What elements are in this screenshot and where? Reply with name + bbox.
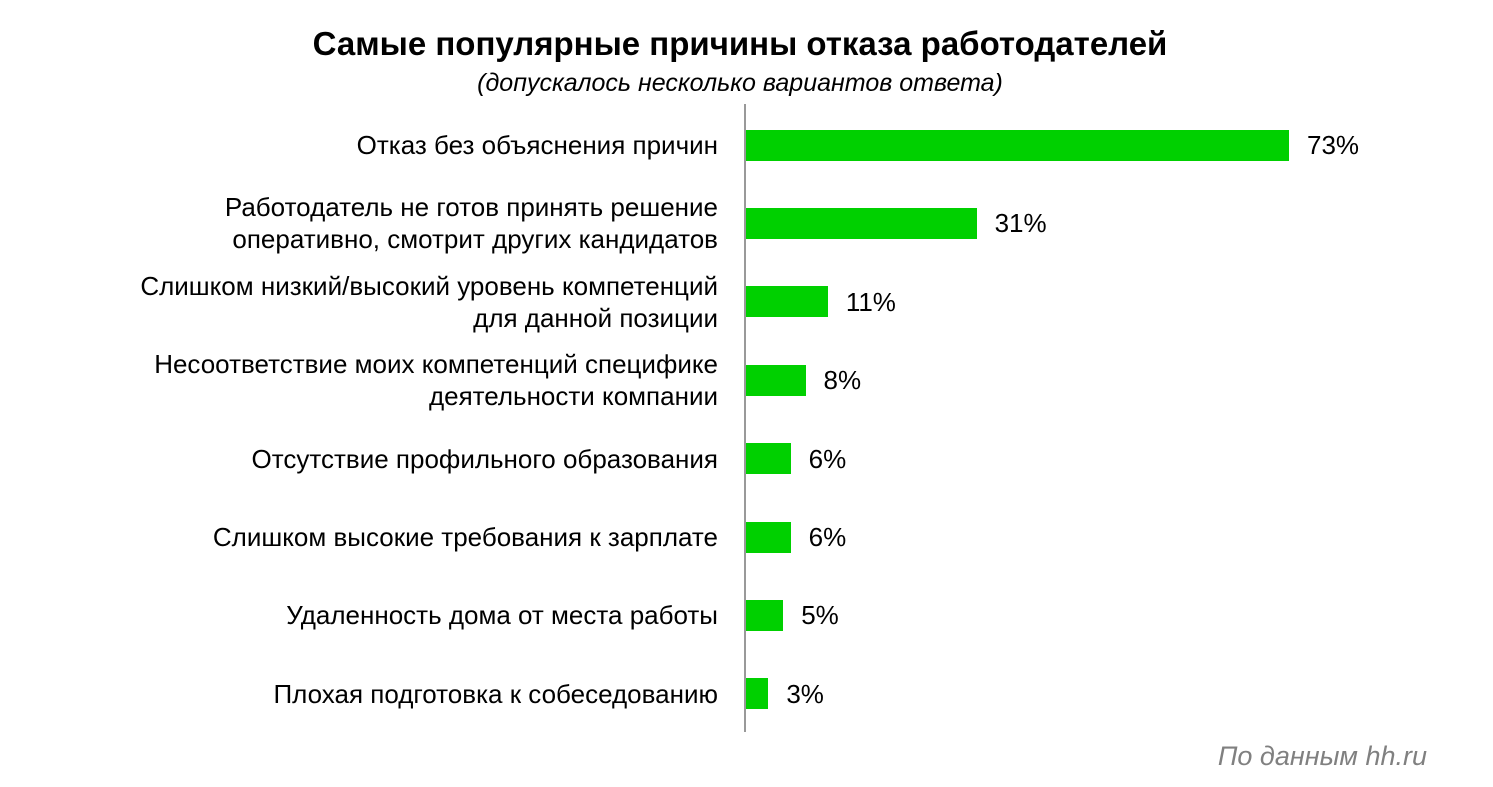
bar bbox=[746, 286, 828, 318]
category-label: Слишком низкий/высокий уровень компетенц… bbox=[140, 270, 718, 333]
category-axis-line bbox=[744, 104, 746, 732]
bar bbox=[746, 599, 784, 631]
value-label: 31% bbox=[994, 208, 1047, 239]
category-label: Плохая подготовка к собеседованию bbox=[273, 678, 718, 709]
bar bbox=[746, 678, 769, 710]
category-label: Отсутствие профильного образования bbox=[251, 443, 718, 474]
category-label: Удаленность дома от места работы bbox=[286, 600, 718, 631]
value-label: 6% bbox=[808, 522, 847, 552]
value-label: 3% bbox=[786, 678, 824, 709]
value-label: 73% bbox=[1307, 130, 1360, 160]
category-label: Слишком высокие требования к зарплате bbox=[212, 522, 718, 552]
category-label: Несоответствие моих компетенций специфик… bbox=[154, 349, 718, 412]
bar bbox=[746, 207, 977, 239]
bar bbox=[746, 443, 791, 475]
category-label: Отказ без объяснения причин bbox=[356, 130, 718, 160]
category-label: Работодатель не готов принять решение оп… bbox=[224, 192, 718, 255]
value-label: 6% bbox=[808, 443, 847, 474]
chart-subtitle: (допускалось несколько вариантов ответа) bbox=[477, 69, 1003, 97]
value-label: 8% bbox=[823, 365, 862, 396]
bar bbox=[746, 129, 1289, 161]
source-note: По данным hh.ru bbox=[1217, 741, 1427, 771]
chart-title: Самые популярные причины отказа работода… bbox=[312, 25, 1168, 62]
bar bbox=[746, 521, 791, 553]
bar bbox=[746, 364, 806, 396]
value-label: 11% bbox=[845, 286, 896, 317]
value-label: 5% bbox=[801, 600, 839, 631]
